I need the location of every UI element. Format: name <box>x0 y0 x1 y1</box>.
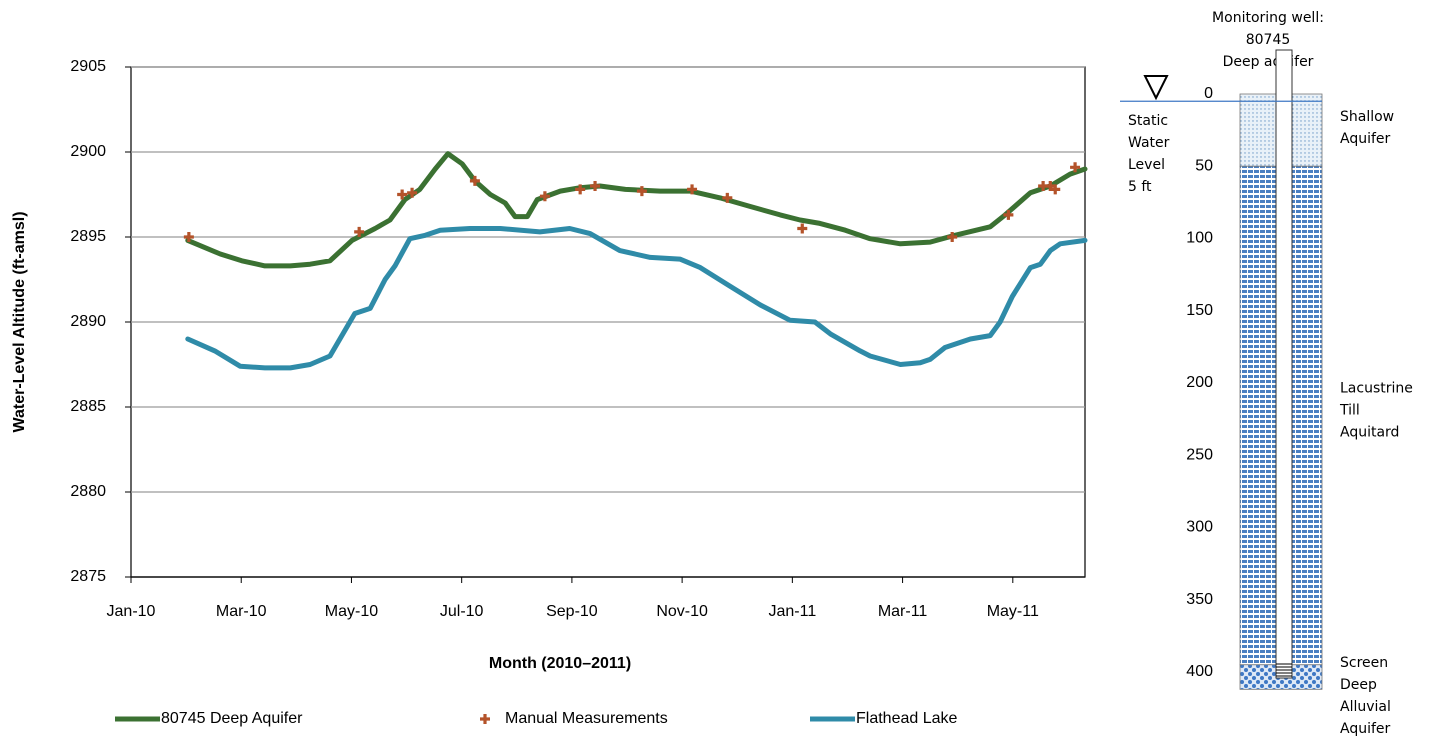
x-tick-label: Nov-10 <box>656 603 708 620</box>
legend-label: 80745 Deep Aquifer <box>161 710 303 727</box>
y-tick-label: 2875 <box>70 568 106 585</box>
depth-tick-label: 400 <box>1186 663 1213 680</box>
measurement-marker <box>1045 181 1056 191</box>
measurement-marker <box>947 232 958 242</box>
depth-tick-label: 100 <box>1186 230 1213 247</box>
measurement-marker <box>575 184 586 195</box>
layer-label: Till <box>1339 402 1360 418</box>
well-title: Deep aquifer <box>1223 54 1314 70</box>
legend-swatch <box>480 714 490 725</box>
series-line <box>185 151 1088 269</box>
x-axis-label: Month (2010–2011) <box>489 655 631 672</box>
well-casing <box>1275 49 1293 679</box>
y-tick-label: 2885 <box>70 398 106 415</box>
measurement-marker <box>1050 184 1061 195</box>
y-tick-label: 2880 <box>70 483 106 500</box>
legend-label: Manual Measurements <box>505 710 668 727</box>
x-tick-label: Jan-10 <box>107 603 156 620</box>
x-tick-label: May-10 <box>325 603 378 620</box>
x-tick-label: Mar-11 <box>878 603 928 620</box>
measurement-marker <box>397 189 408 200</box>
layer-label: Shallow <box>1340 109 1394 125</box>
depth-tick-label: 200 <box>1186 374 1213 391</box>
x-tick-label: Mar-10 <box>216 603 267 620</box>
measurement-marker <box>590 181 601 191</box>
well-title: 80745 <box>1246 32 1291 48</box>
water-level-label: Level <box>1128 157 1165 173</box>
depth-tick-label: 150 <box>1186 302 1213 319</box>
water-level-label: Static <box>1128 113 1168 129</box>
measurement-marker <box>722 192 733 203</box>
measurement-marker <box>183 232 194 242</box>
layer-label: Alluvial <box>1340 699 1391 715</box>
water-level-symbol <box>1143 75 1169 101</box>
y-tick-label: 2890 <box>70 313 106 330</box>
layer-label: Aquitard <box>1340 424 1399 440</box>
depth-tick-label: 50 <box>1195 157 1213 174</box>
y-axis-label: Water-Level Altitude (ft-amsl) <box>11 211 28 432</box>
measurement-marker <box>539 191 550 202</box>
water-level-label: 5 ft <box>1128 179 1152 195</box>
depth-tick-label: 250 <box>1186 446 1213 463</box>
well-title: Monitoring well: <box>1212 10 1324 26</box>
measurement-marker <box>687 184 698 195</box>
measurement-marker <box>1038 181 1049 191</box>
y-tick-label: 2905 <box>70 58 106 75</box>
measurement-marker <box>1003 209 1014 220</box>
x-tick-label: Jan-11 <box>768 603 816 620</box>
layer-label: Deep <box>1340 677 1377 693</box>
y-tick-label: 2895 <box>70 228 106 245</box>
water-level-label: Water <box>1128 135 1170 151</box>
layer-label: Aquifer <box>1340 721 1391 737</box>
layer-label: Screen <box>1340 655 1388 671</box>
x-tick-label: May-11 <box>987 603 1039 620</box>
layer-label: Aquifer <box>1340 131 1391 147</box>
depth-tick-label: 0 <box>1204 85 1213 102</box>
measurement-marker <box>1070 162 1081 173</box>
measurement-marker <box>354 226 365 237</box>
measurement-marker <box>636 186 647 197</box>
depth-tick-label: 350 <box>1186 591 1213 608</box>
depth-tick-label: 300 <box>1186 519 1213 536</box>
layer-label: Lacustrine <box>1340 380 1413 396</box>
legend-label: Flathead Lake <box>856 710 958 727</box>
x-tick-label: Sep-10 <box>546 603 598 620</box>
measurement-marker <box>407 187 418 198</box>
x-tick-label: Jul-10 <box>440 603 484 620</box>
y-tick-label: 2900 <box>70 143 106 160</box>
measurement-marker <box>469 175 480 186</box>
series-line <box>185 226 1088 371</box>
measurement-marker <box>797 223 808 234</box>
